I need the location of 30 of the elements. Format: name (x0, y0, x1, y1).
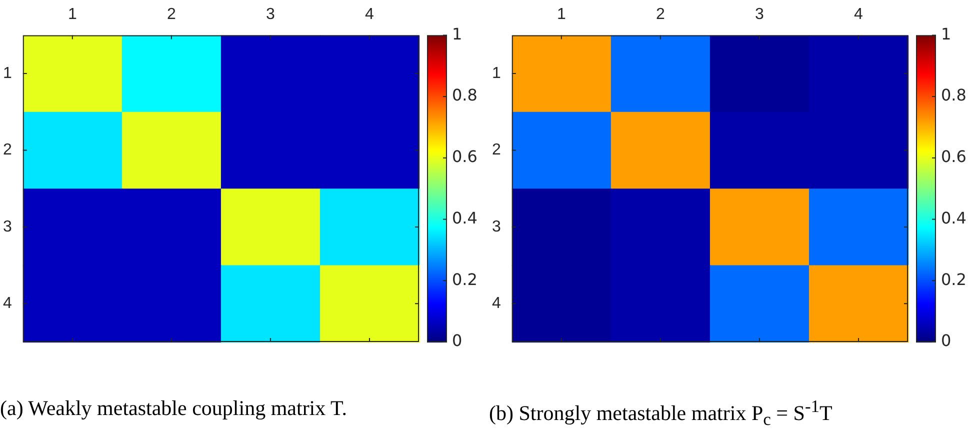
color-bar-label: 0.6 (941, 147, 966, 166)
color-bar-label: 0 (941, 331, 952, 350)
text: (a) Weakly metastable coupling matrix T. (0, 396, 348, 421)
y-tick-label: 3 (492, 218, 501, 236)
color-bar-label: 0.2 (941, 270, 966, 289)
text: (b) Strongly metastable matrix P$_{c}$ = S$^{-1}$T (489, 396, 832, 430)
color-bar-label: 0.8 (941, 86, 966, 105)
color-bar-label: 1 (941, 24, 952, 44)
x-tick-label: 3 (755, 6, 764, 24)
y-tick-label: 1 (492, 64, 501, 82)
x-tick-label: 2 (656, 6, 665, 24)
color-bar-label: 0.4 (452, 208, 478, 228)
color-bar-label: 0 (452, 331, 462, 350)
color-bar-label: 0.2 (452, 270, 478, 289)
y-tick-label: 1 (2, 64, 12, 82)
x-tick-label: 1 (556, 6, 566, 24)
x-tick-label: 4 (365, 6, 374, 24)
color-bar-label: 0.8 (452, 86, 478, 105)
y-tick-label: 3 (2, 218, 12, 236)
color-bar-label: 1 (452, 24, 462, 44)
x-tick-label: 1 (68, 6, 77, 24)
color-bar-label: 0.4 (941, 208, 966, 228)
x-tick-label: 3 (266, 6, 276, 24)
y-tick-label: 2 (2, 142, 12, 159)
color-bar-label: 0.6 (452, 147, 478, 166)
y-tick-label: 2 (492, 142, 501, 159)
x-tick-label: 2 (166, 6, 176, 24)
y-tick-label: 4 (492, 295, 501, 312)
y-tick-label: 4 (2, 295, 12, 312)
x-tick-label: 4 (854, 6, 864, 24)
